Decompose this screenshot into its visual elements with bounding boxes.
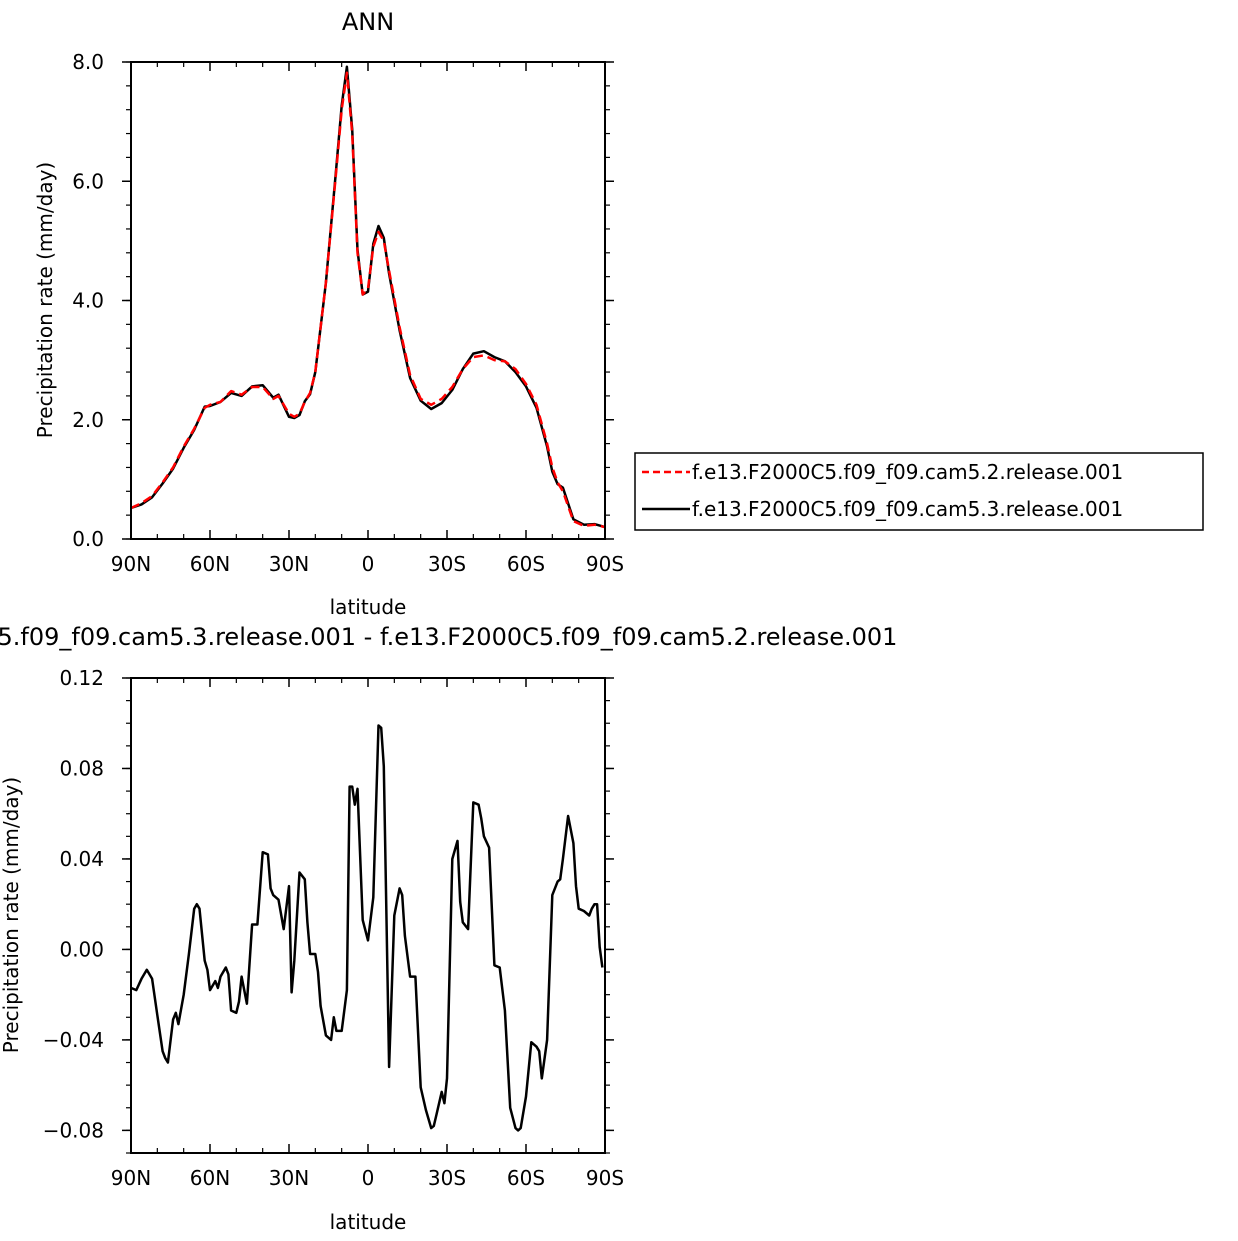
- bottom-y-tick-label: −0.04: [43, 1028, 104, 1052]
- top-ticks-layer: 90N 60N 30N 0 30S 60S 90S 0.0 2.0 4.0 6.0 8.0: [72, 50, 624, 576]
- bottom-ticks-layer: 90N 60N 30N 0 30S 60S 90S −0.08 −0.04 0.00 0.04 0.0…: [43, 666, 624, 1190]
- bottom-series-layer: [130, 724, 604, 1132]
- legend-label-cam53: f.e13.F2000C5.f09_f09.cam5.3.release.001: [692, 497, 1123, 521]
- top-series-line-0: [130, 71, 606, 529]
- top-x-tick-label: 90S: [586, 552, 624, 576]
- y-axis-title-top: Precipitation rate (mm/day): [33, 162, 57, 438]
- bottom-y-tick-label: 0.04: [59, 847, 104, 871]
- bottom-y-tick-label: 0.00: [59, 937, 104, 961]
- top-y-tick-label: 4.0: [72, 289, 104, 313]
- bottom-x-tick-label: 60S: [507, 1166, 545, 1190]
- bottom-y-tick-label: 0.08: [59, 756, 104, 780]
- legend: f.e13.F2000C5.f09_f09.cam5.2.release.001…: [634, 452, 1204, 531]
- top-x-tick-label: 30N: [269, 552, 309, 576]
- top-x-tick-label: 90N: [111, 552, 151, 576]
- legend-box: [634, 452, 1204, 531]
- plot-title-top: ANN: [342, 8, 394, 36]
- bottom-series-line-0: [130, 724, 604, 1132]
- bottom-x-tick-label: 0: [362, 1166, 375, 1190]
- bottom-x-tick-label: 90S: [586, 1166, 624, 1190]
- bottom-x-tick-label: 90N: [111, 1166, 151, 1190]
- top-y-tick-label: 2.0: [72, 408, 104, 432]
- legend-label-cam52: f.e13.F2000C5.f09_f09.cam5.2.release.001: [692, 460, 1123, 484]
- mean-precipitation-plot: ANN 90N 60N 30N 0 30S 60S 90S 0.0 2.0 4.0 6.0 8.0 l…: [33, 8, 624, 619]
- top-y-tick-label: 0.0: [72, 527, 104, 551]
- plot-frame-top: [130, 61, 606, 540]
- top-series-layer: [130, 65, 606, 529]
- top-x-tick-label: 60S: [507, 552, 545, 576]
- bottom-x-tick-label: 60N: [190, 1166, 230, 1190]
- bottom-y-tick-label: −0.08: [43, 1118, 104, 1142]
- plot-frame-bottom: [130, 677, 606, 1154]
- bottom-x-tick-label: 30N: [269, 1166, 309, 1190]
- top-x-tick-label: 0: [362, 552, 375, 576]
- top-y-tick-label: 6.0: [72, 169, 104, 193]
- x-axis-title-top: latitude: [330, 595, 407, 619]
- y-axis-title-bottom: Precipitation rate (mm/day): [0, 777, 23, 1053]
- x-axis-title-bottom: latitude: [330, 1210, 407, 1234]
- top-x-tick-label: 60N: [190, 552, 230, 576]
- top-series-line-1: [130, 65, 606, 529]
- top-x-tick-label: 30S: [428, 552, 466, 576]
- bottom-y-tick-label: 0.12: [59, 666, 104, 690]
- top-y-tick-label: 8.0: [72, 50, 104, 74]
- plot-title-bottom: f.e13.F2000C5.f09_f09.cam5.3.release.001…: [0, 623, 897, 651]
- bottom-x-tick-label: 30S: [428, 1166, 466, 1190]
- difference-plot: f.e13.F2000C5.f09_f09.cam5.3.release.001…: [0, 623, 897, 1234]
